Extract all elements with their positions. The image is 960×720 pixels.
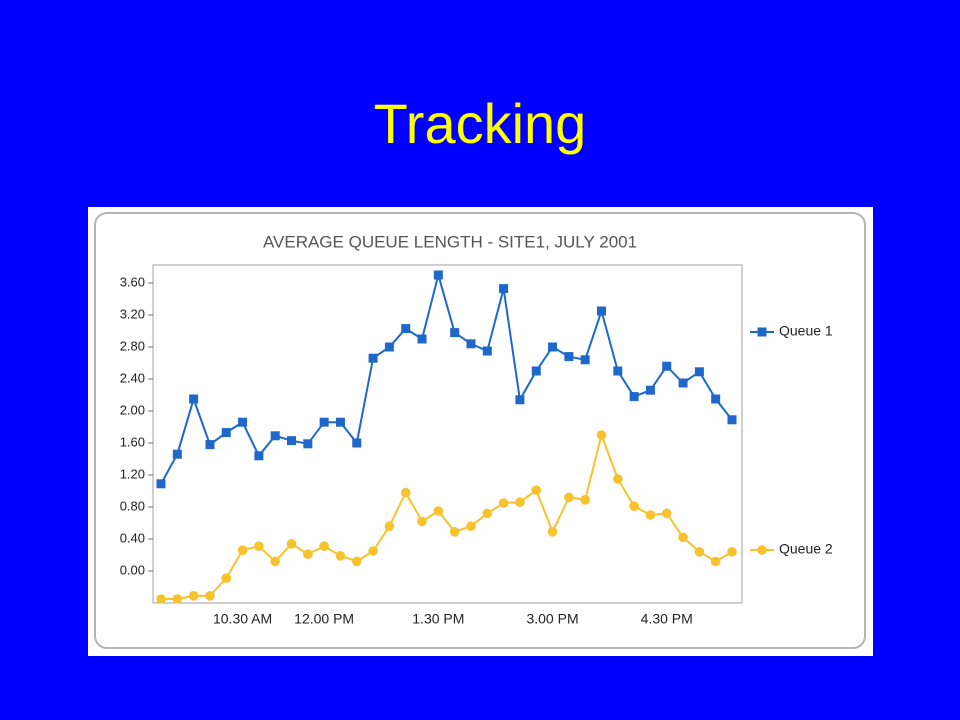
marker	[384, 342, 394, 352]
marker	[254, 451, 264, 461]
chart-panel	[94, 212, 866, 649]
marker	[433, 270, 443, 280]
legend-marker	[757, 545, 767, 555]
y-tick-label: 3.60	[120, 274, 145, 289]
marker	[189, 394, 199, 404]
marker	[645, 385, 655, 395]
marker	[613, 474, 623, 484]
legend-label: Queue 1	[779, 323, 833, 339]
legend-marker	[757, 327, 767, 337]
marker	[564, 492, 574, 503]
marker	[499, 284, 509, 294]
marker	[221, 428, 231, 438]
marker	[384, 521, 395, 531]
marker	[711, 394, 721, 404]
y-tick-label: 1.20	[120, 466, 145, 481]
marker	[531, 485, 542, 496]
y-tick-label: 0.80	[120, 498, 145, 513]
marker	[629, 392, 639, 402]
marker	[335, 417, 345, 427]
marker	[450, 328, 460, 338]
marker	[238, 417, 248, 427]
marker	[368, 546, 378, 556]
y-tick-label: 2.40	[120, 370, 145, 385]
marker	[661, 508, 672, 519]
marker	[172, 594, 183, 604]
marker	[727, 547, 737, 557]
marker	[188, 591, 199, 601]
marker	[547, 527, 558, 537]
marker	[221, 573, 232, 583]
y-tick-label: 2.80	[120, 338, 145, 353]
marker	[352, 438, 362, 448]
marker	[662, 361, 672, 371]
marker	[351, 556, 362, 567]
marker	[564, 352, 574, 362]
marker	[727, 415, 737, 425]
marker	[303, 439, 313, 449]
marker	[417, 334, 427, 344]
marker	[270, 431, 280, 441]
marker	[531, 366, 541, 376]
plot-area	[152, 264, 743, 604]
marker	[694, 367, 704, 377]
x-tick-label: 1.30 PM	[412, 611, 464, 627]
y-tick-label: 0.00	[120, 562, 145, 577]
marker	[482, 508, 493, 519]
legend-label: Queue 2	[779, 541, 833, 557]
marker	[400, 487, 411, 498]
chart-title: AVERAGE QUEUE LENGTH - SITE1, JULY 2001	[263, 232, 637, 251]
marker	[645, 510, 656, 520]
marker	[286, 539, 297, 549]
marker	[417, 516, 427, 527]
marker	[156, 594, 166, 604]
marker	[678, 532, 688, 543]
marker	[319, 417, 329, 427]
y-tick-label: 1.60	[120, 434, 145, 449]
x-tick-label: 10.30 AM	[213, 611, 272, 627]
y-tick-label: 3.20	[120, 306, 145, 321]
marker	[401, 324, 411, 334]
marker	[368, 353, 378, 363]
marker	[433, 506, 444, 516]
marker	[466, 339, 476, 349]
y-tick-label: 2.00	[120, 402, 145, 417]
marker	[335, 551, 346, 561]
marker	[449, 527, 460, 537]
marker	[466, 521, 476, 531]
marker	[270, 556, 281, 567]
x-tick-label: 3.00 PM	[526, 611, 578, 627]
marker	[580, 495, 590, 505]
marker	[254, 541, 264, 551]
marker	[548, 342, 558, 352]
marker	[482, 346, 492, 356]
marker	[580, 355, 590, 365]
legend: Queue 1 Queue 2	[750, 323, 833, 557]
marker	[156, 479, 166, 489]
marker	[237, 545, 248, 555]
marker	[678, 378, 688, 388]
y-tick-label: 0.40	[120, 530, 145, 545]
marker	[498, 498, 509, 508]
x-tick-label: 4.30 PM	[641, 611, 693, 627]
marker	[613, 366, 623, 376]
x-tick-label: 12.00 PM	[294, 611, 354, 627]
marker	[515, 497, 525, 508]
marker	[596, 430, 607, 440]
marker	[303, 549, 313, 559]
marker	[515, 395, 525, 405]
marker	[319, 541, 329, 551]
marker	[596, 306, 606, 316]
slide-title: Tracking	[374, 92, 587, 155]
marker	[205, 591, 215, 601]
marker	[287, 436, 297, 446]
marker	[205, 440, 215, 450]
marker	[694, 547, 705, 557]
marker	[710, 556, 721, 567]
marker	[629, 501, 639, 512]
marker	[172, 449, 182, 459]
